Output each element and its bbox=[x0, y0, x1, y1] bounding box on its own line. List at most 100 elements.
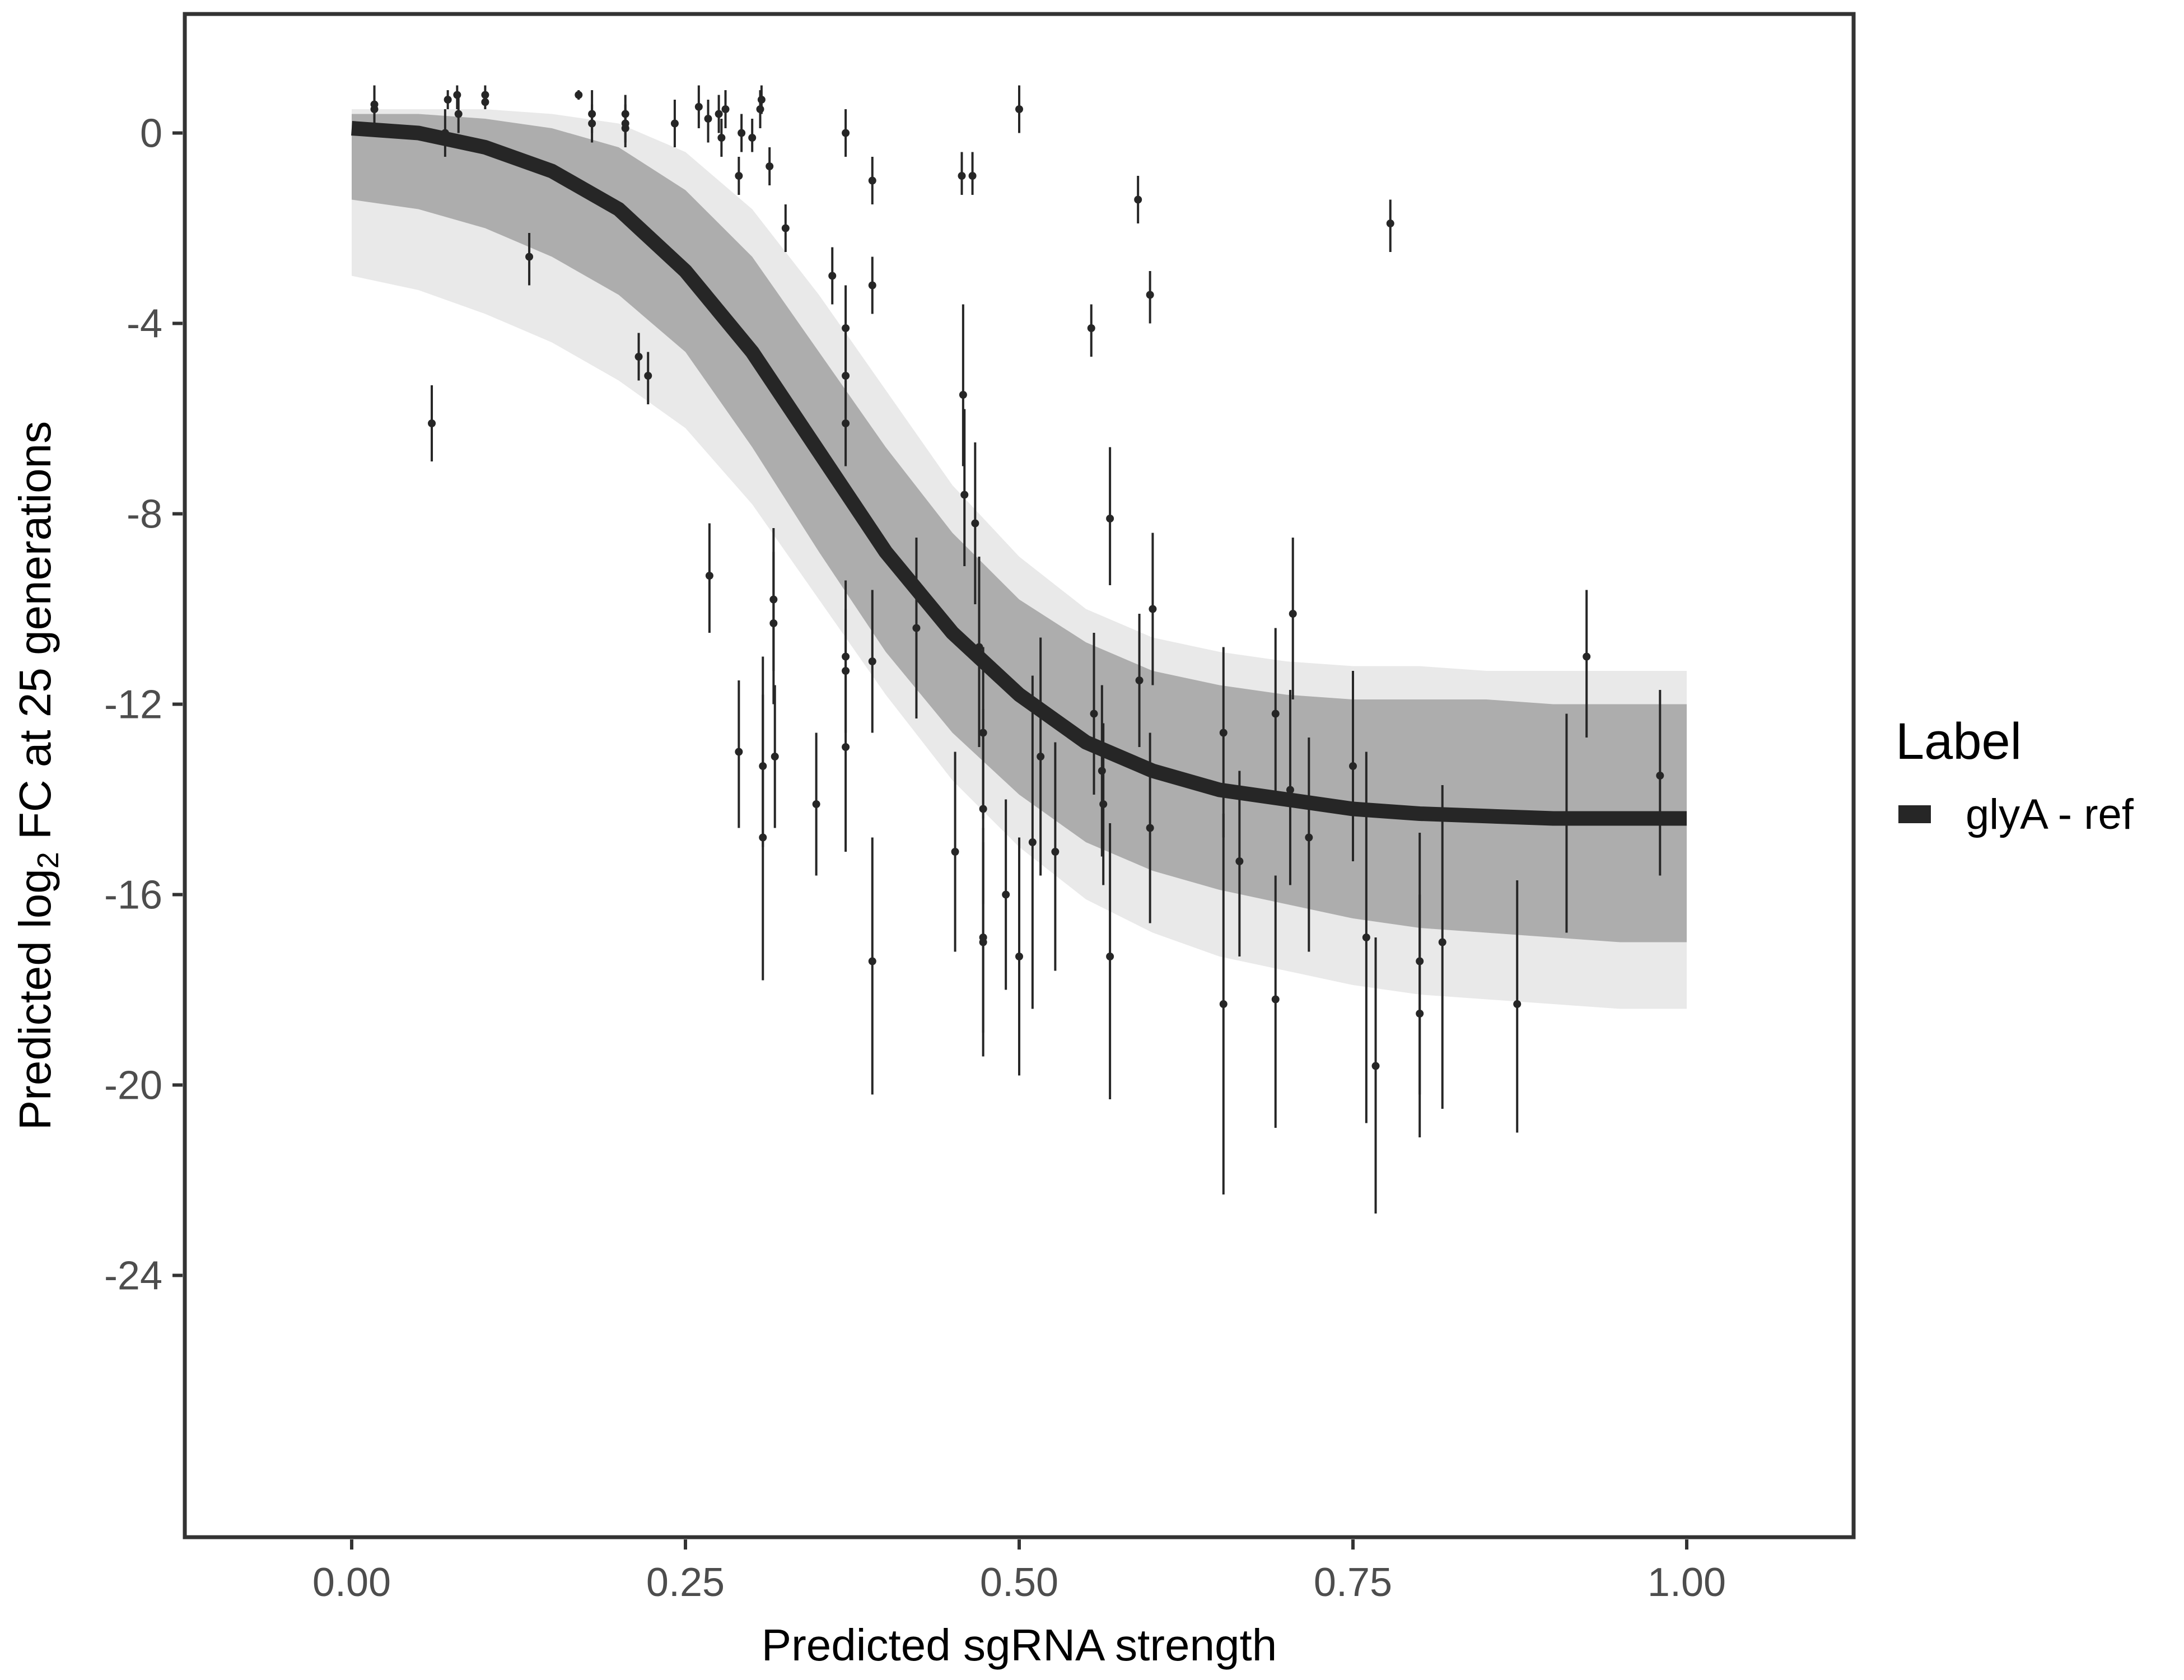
point-marker bbox=[1099, 800, 1108, 808]
data-point bbox=[1219, 647, 1228, 838]
data-point bbox=[1051, 742, 1060, 971]
data-point bbox=[868, 590, 876, 733]
y-axis-title-subscript: 2 bbox=[31, 852, 65, 869]
point-marker bbox=[868, 176, 876, 185]
point-marker bbox=[757, 96, 766, 104]
data-point bbox=[1271, 875, 1280, 1128]
point-marker bbox=[828, 272, 837, 280]
point-marker bbox=[971, 519, 979, 528]
data-point bbox=[1416, 894, 1424, 1137]
point-marker bbox=[968, 172, 977, 180]
point-marker bbox=[1135, 676, 1144, 684]
point-marker bbox=[1416, 1010, 1424, 1018]
data-point bbox=[971, 442, 979, 604]
data-point bbox=[1386, 199, 1394, 252]
point-marker bbox=[842, 743, 850, 751]
point-marker bbox=[428, 419, 436, 427]
point-marker bbox=[979, 938, 987, 946]
point-marker bbox=[1106, 515, 1114, 522]
point-marker bbox=[842, 324, 850, 332]
data-point bbox=[1562, 713, 1571, 933]
data-point bbox=[951, 752, 959, 952]
data-point bbox=[960, 409, 969, 566]
point-marker bbox=[715, 110, 723, 118]
data-point bbox=[1002, 799, 1010, 990]
point-marker bbox=[781, 224, 790, 232]
data-point bbox=[670, 100, 679, 147]
point-marker bbox=[1562, 814, 1571, 823]
data-point bbox=[575, 90, 583, 100]
data-point bbox=[828, 247, 837, 305]
data-point bbox=[1149, 533, 1157, 685]
y-tick-label: -16 bbox=[104, 873, 162, 918]
data-point bbox=[1235, 771, 1244, 956]
point-marker bbox=[812, 800, 820, 808]
data-point bbox=[912, 538, 921, 718]
y-tick-label: -8 bbox=[127, 492, 162, 537]
data-point bbox=[958, 152, 966, 195]
point-marker bbox=[842, 419, 850, 427]
data-point bbox=[634, 333, 643, 381]
point-marker bbox=[694, 102, 703, 111]
data-point bbox=[621, 104, 629, 143]
x-tick-label: 0.50 bbox=[980, 1560, 1058, 1605]
y-axis-ticks: 0 -4 -8 -12 -16 -20 -24 bbox=[104, 111, 183, 1299]
data-point bbox=[868, 157, 876, 204]
data-point bbox=[428, 385, 436, 461]
data-point bbox=[1146, 271, 1154, 324]
point-marker bbox=[1090, 710, 1098, 718]
y-axis-title: Predicted log2 FC at 25 generations bbox=[10, 421, 65, 1130]
data-point bbox=[868, 256, 876, 314]
point-marker bbox=[1271, 710, 1280, 718]
data-point bbox=[842, 109, 850, 157]
point-marker bbox=[721, 105, 730, 113]
point-marker bbox=[1371, 1062, 1380, 1070]
point-marker bbox=[1146, 824, 1154, 832]
point-marker bbox=[979, 805, 987, 813]
data-point bbox=[842, 642, 850, 852]
point-marker bbox=[951, 848, 959, 856]
data-point bbox=[1135, 614, 1144, 747]
point-marker bbox=[705, 572, 713, 580]
data-point bbox=[1513, 880, 1522, 1133]
data-point bbox=[454, 95, 463, 133]
point-marker bbox=[1362, 934, 1370, 941]
data-point bbox=[735, 680, 743, 828]
point-marker bbox=[1438, 938, 1446, 946]
point-marker bbox=[756, 105, 764, 113]
data-point bbox=[717, 119, 726, 157]
data-point bbox=[959, 304, 967, 466]
data-point bbox=[769, 552, 778, 704]
data-point bbox=[1106, 447, 1114, 585]
data-point bbox=[1219, 814, 1228, 1194]
y-tick-label: -4 bbox=[127, 302, 162, 347]
point-marker bbox=[766, 162, 774, 170]
point-marker bbox=[441, 129, 449, 137]
data-point bbox=[1271, 628, 1280, 800]
data-point bbox=[1037, 637, 1045, 876]
data-point bbox=[1015, 85, 1023, 133]
point-marker bbox=[868, 281, 876, 290]
point-marker bbox=[644, 372, 652, 380]
data-point bbox=[444, 90, 452, 109]
data-point bbox=[979, 828, 987, 1057]
point-marker bbox=[735, 172, 743, 180]
point-marker bbox=[1219, 1000, 1228, 1008]
point-marker bbox=[748, 134, 757, 142]
data-point bbox=[1087, 304, 1095, 357]
x-axis-title: Predicted sgRNA strength bbox=[762, 1620, 1277, 1670]
point-marker bbox=[868, 957, 876, 965]
y-axis-title-suffix: FC at 25 generations bbox=[10, 421, 60, 852]
data-point bbox=[1289, 538, 1297, 699]
point-marker bbox=[1219, 729, 1228, 737]
data-point bbox=[481, 95, 489, 109]
data-point bbox=[968, 152, 977, 195]
point-marker bbox=[621, 119, 629, 128]
data-point bbox=[735, 157, 743, 195]
point-marker bbox=[454, 110, 463, 118]
data-point bbox=[1090, 633, 1098, 795]
point-marker bbox=[1349, 762, 1357, 770]
data-point bbox=[1134, 176, 1142, 223]
point-marker bbox=[960, 491, 969, 499]
point-marker bbox=[1002, 890, 1010, 899]
